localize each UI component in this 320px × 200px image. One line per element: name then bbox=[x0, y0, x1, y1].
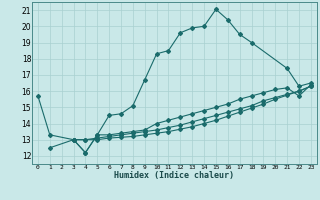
X-axis label: Humidex (Indice chaleur): Humidex (Indice chaleur) bbox=[115, 171, 234, 180]
